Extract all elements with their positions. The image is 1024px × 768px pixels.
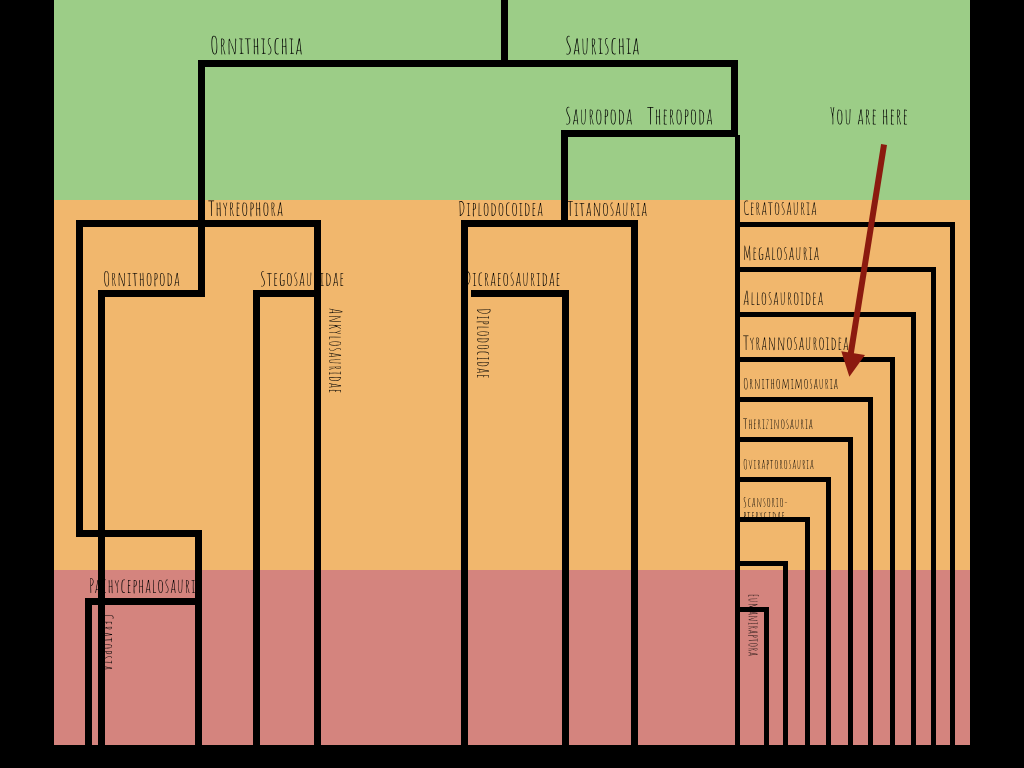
tree-edge [195,530,202,745]
tree-edge [253,290,321,297]
tree-edge [740,477,831,482]
tree-edge [740,561,788,566]
tree-edge [461,220,468,745]
taxon-label: Saurischia [565,33,640,58]
tree-edge [740,437,853,442]
taxon-label: Scansorio-pterygidae [743,497,788,524]
taxon-label: Ornithischia [210,33,303,58]
tree-edge [76,220,205,227]
tree-edge [911,312,916,745]
taxon-label: Titanosauria [567,198,648,219]
tree-edge [98,290,105,745]
tree-edge [826,477,831,745]
taxon-label: Sauropoda [565,105,633,128]
tree-edge [805,517,810,745]
tree-edge [950,222,955,745]
taxon-label: Theropoda [647,105,713,128]
tree-edge [740,357,895,362]
taxon-label: Therizinosauria [743,418,813,433]
tree-edge [561,130,738,137]
taxon-label: Ceratopsia [96,614,115,671]
tree-edge [76,220,83,530]
taxon-label: Ornithomimosauria [743,376,839,392]
tree-edge [740,222,955,227]
tree-edge [461,220,568,227]
taxon-label: Eumaniraptora [745,594,759,656]
tree-edge [848,437,853,745]
tree-edge [198,225,205,295]
tree-edge [631,220,638,745]
taxon-label: Megalosauria [743,244,820,264]
taxon-label: Tyrannosauroidea [743,334,849,354]
taxon-label: Oviraptorosauria [743,459,814,473]
tree-edge [740,397,873,402]
tree-edge [314,220,321,745]
tree-edge [783,561,788,745]
tree-edge [764,607,769,745]
tree-edge [740,267,936,272]
taxon-label: Ornithopoda [103,268,180,289]
tree-edge [890,357,895,745]
era-band-0 [54,0,970,200]
tree-edge [740,312,916,317]
tree-edge [931,267,936,745]
taxon-label: Ceratosauria [743,199,817,219]
taxon-label: Pachycephalosauria [89,575,203,596]
tree-edge [501,0,508,60]
taxon-label: Ankylosauridae [325,308,344,394]
cladogram-stage: Ornithischia Saurischia Sauropoda Theropoda… [0,0,1024,768]
tree-edge [198,60,738,67]
taxon-label: You are here [830,105,908,128]
tree-edge [198,60,205,225]
you-are-here-arrowhead [838,351,865,378]
taxon-label: Allosauroidea [743,289,824,309]
taxon-label: Diplodocoidea [458,198,544,219]
tree-edge [868,397,873,745]
tree-edge [76,530,200,537]
tree-edge [253,290,260,745]
tree-edge [731,60,738,135]
taxon-label: Diplodocidae [473,308,492,379]
tree-edge [562,290,569,745]
tree-edge [98,290,205,297]
taxon-label: Thyreophora [208,198,284,220]
tree-edge [561,220,638,227]
tree-edge [85,598,92,745]
taxon-label: Stegosauridae [260,268,345,289]
taxon-label: Dicraeosauridae [464,268,561,289]
tree-edge [471,290,569,297]
